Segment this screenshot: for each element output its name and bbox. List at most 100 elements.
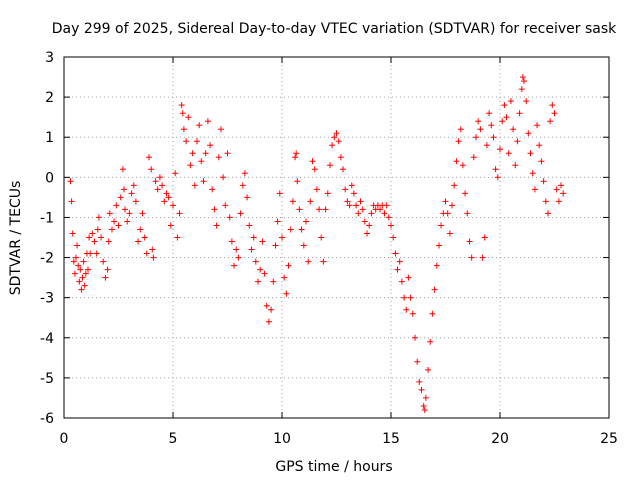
data-point <box>183 138 190 145</box>
data-point <box>470 154 477 161</box>
data-point <box>425 366 432 373</box>
data-point <box>499 118 506 125</box>
data-point <box>348 182 355 189</box>
y-tick-label: -5 <box>40 371 54 387</box>
data-point <box>283 290 290 297</box>
y-tick-label: -1 <box>40 210 54 226</box>
data-point <box>549 102 556 109</box>
data-point <box>305 258 312 265</box>
x-tick-label: 20 <box>491 431 509 447</box>
data-point <box>420 403 427 409</box>
data-point <box>507 98 514 105</box>
data-point <box>126 210 133 217</box>
data-point <box>538 158 545 165</box>
x-tick-label: 0 <box>60 431 69 447</box>
data-point <box>128 190 135 197</box>
data-point <box>381 210 388 217</box>
x-tick-label: 5 <box>169 431 178 447</box>
data-point <box>516 110 523 117</box>
data-points <box>67 74 567 413</box>
data-point <box>218 126 224 133</box>
data-point <box>81 282 88 289</box>
data-point <box>198 158 205 165</box>
data-point <box>285 262 292 269</box>
data-point <box>293 150 300 157</box>
data-point <box>433 262 440 269</box>
data-point <box>492 166 499 173</box>
data-point <box>357 198 364 205</box>
data-point <box>191 182 198 189</box>
data-point <box>146 154 152 161</box>
data-point <box>292 154 299 161</box>
data-point <box>361 218 368 225</box>
data-point <box>547 118 554 125</box>
data-point <box>451 182 458 189</box>
data-point <box>196 122 203 129</box>
data-point <box>102 274 109 281</box>
data-point <box>104 266 111 273</box>
data-point <box>211 206 218 213</box>
data-point <box>231 262 237 269</box>
data-point <box>333 130 340 137</box>
data-point <box>77 266 84 273</box>
data-point <box>86 234 93 241</box>
data-point <box>313 186 320 193</box>
data-point <box>446 230 453 237</box>
data-point <box>69 230 76 237</box>
data-point <box>106 210 113 217</box>
data-point <box>200 178 207 185</box>
data-point <box>213 222 220 229</box>
data-point <box>241 170 248 177</box>
data-point <box>453 158 460 165</box>
data-point <box>270 278 277 285</box>
data-point <box>244 194 251 201</box>
data-point <box>73 254 79 261</box>
data-point <box>222 202 229 209</box>
data-point <box>300 242 307 249</box>
data-point <box>512 162 519 169</box>
data-point <box>518 86 525 93</box>
data-point <box>68 198 75 205</box>
data-point <box>383 202 390 209</box>
data-point <box>459 162 466 169</box>
data-point <box>149 246 156 253</box>
data-point <box>139 210 146 217</box>
data-point <box>479 254 486 261</box>
data-point <box>473 134 479 141</box>
data-point <box>427 338 434 345</box>
data-point <box>497 146 503 153</box>
data-point <box>235 254 242 261</box>
x-axis-title: GPS time / hours <box>275 459 392 475</box>
y-tick-label: -3 <box>40 291 54 307</box>
data-point <box>438 222 445 229</box>
data-point <box>276 190 283 197</box>
data-point <box>161 198 168 205</box>
data-point <box>202 150 209 157</box>
data-point <box>178 102 185 109</box>
data-point <box>494 174 501 181</box>
data-point <box>261 270 268 277</box>
data-point <box>385 214 392 221</box>
data-point <box>405 274 412 281</box>
data-point <box>289 198 296 205</box>
data-point <box>553 186 560 193</box>
data-point <box>481 234 488 241</box>
data-point <box>340 166 346 173</box>
data-point <box>466 238 473 245</box>
data-point <box>335 138 342 145</box>
data-point <box>272 242 279 249</box>
data-point <box>449 202 455 209</box>
data-point <box>268 306 275 313</box>
data-point <box>523 98 530 105</box>
data-point <box>94 226 101 233</box>
data-point <box>204 118 211 125</box>
data-point <box>163 190 170 197</box>
data-point <box>366 222 373 229</box>
data-point <box>514 138 521 145</box>
data-point <box>322 206 329 213</box>
data-point <box>444 210 451 217</box>
plot-frame <box>63 56 610 419</box>
data-point <box>141 234 148 241</box>
